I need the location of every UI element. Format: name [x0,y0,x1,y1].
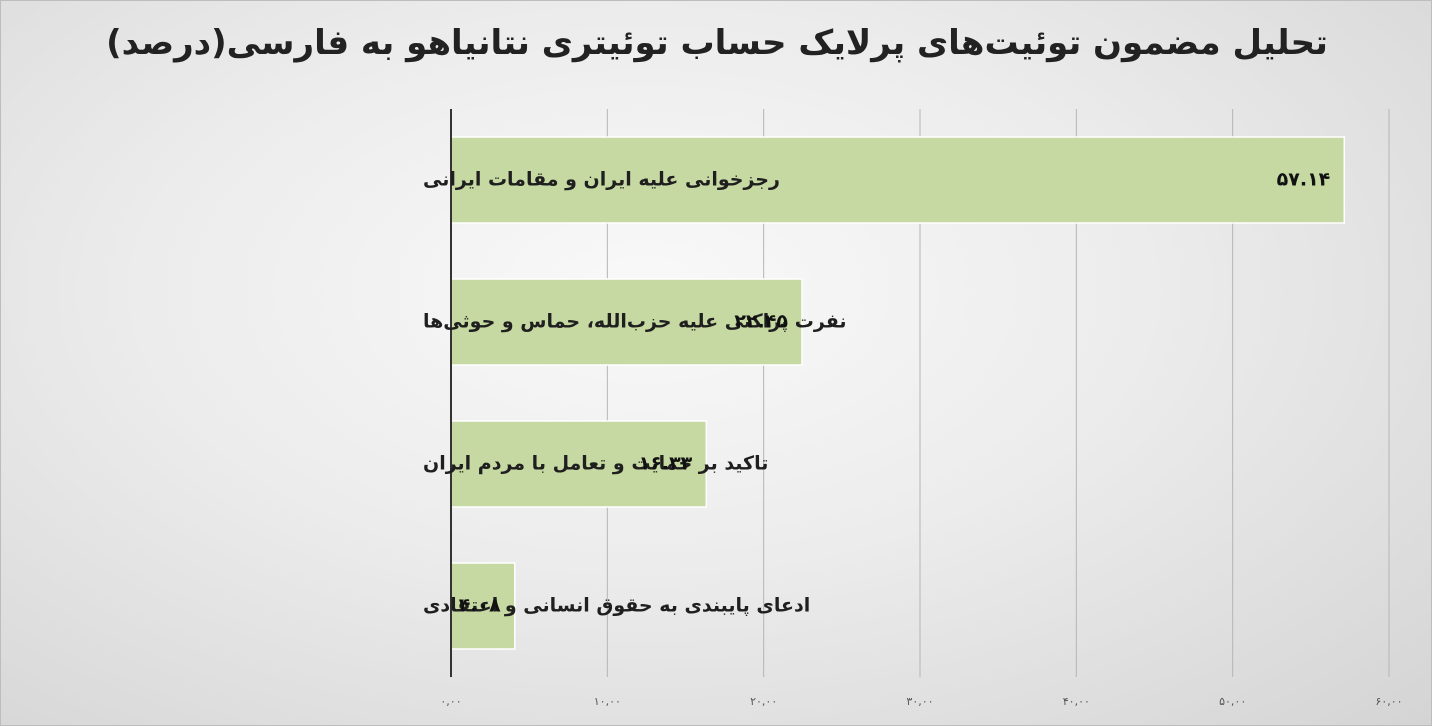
bar [450,562,516,650]
bar [450,136,1346,224]
x-tick-label: ۳۰,۰۰ [906,695,933,708]
data-label: ۲۲.۴۵ [734,311,788,333]
x-tick-label: ۵۰,۰۰ [1219,695,1246,708]
bar [450,420,708,508]
data-labels: ۵۷.۱۴ ۲۲.۴۵ ۱۶.۳۳ ۴.۰۸ [459,169,1331,617]
x-tick-label: ۶۰,۰۰ [1375,695,1402,708]
x-tick-label: ۲۰,۰۰ [750,695,777,708]
data-label: ۵۷.۱۴ [1277,169,1331,191]
category-label: تاکید بر حمایت و تعامل با مردم ایران [423,453,768,475]
x-tick-label: ۱۰,۰۰ [594,695,621,708]
x-tick-label: ۰,۰۰ [440,695,461,708]
x-tick-labels: ۰,۰۰ ۱۰,۰۰ ۲۰,۰۰ ۳۰,۰۰ ۴۰,۰۰ ۵۰,۰۰ ۶۰,۰۰ [440,695,1402,708]
data-label: ۱۶.۳۳ [639,453,693,475]
category-label: ادعای پایبندی به حقوق انسانی و اعتقادی [423,595,810,617]
data-label: ۴.۰۸ [459,595,501,617]
bars [450,136,1346,650]
category-labels: رجزخوانی علیه ایران و مقامات ایرانی نفرت … [423,169,847,617]
bar [450,278,803,366]
category-label: نفرت پراکنی علیه حزب‌الله، حماس و حوثی‌ه… [423,311,847,333]
category-label: رجزخوانی علیه ایران و مقامات ایرانی [423,169,780,191]
chart-title: تحلیل مضمون توئیت‌های پرلایک حساب توئیتر… [106,23,1328,63]
x-tick-label: ۴۰,۰۰ [1063,695,1090,708]
